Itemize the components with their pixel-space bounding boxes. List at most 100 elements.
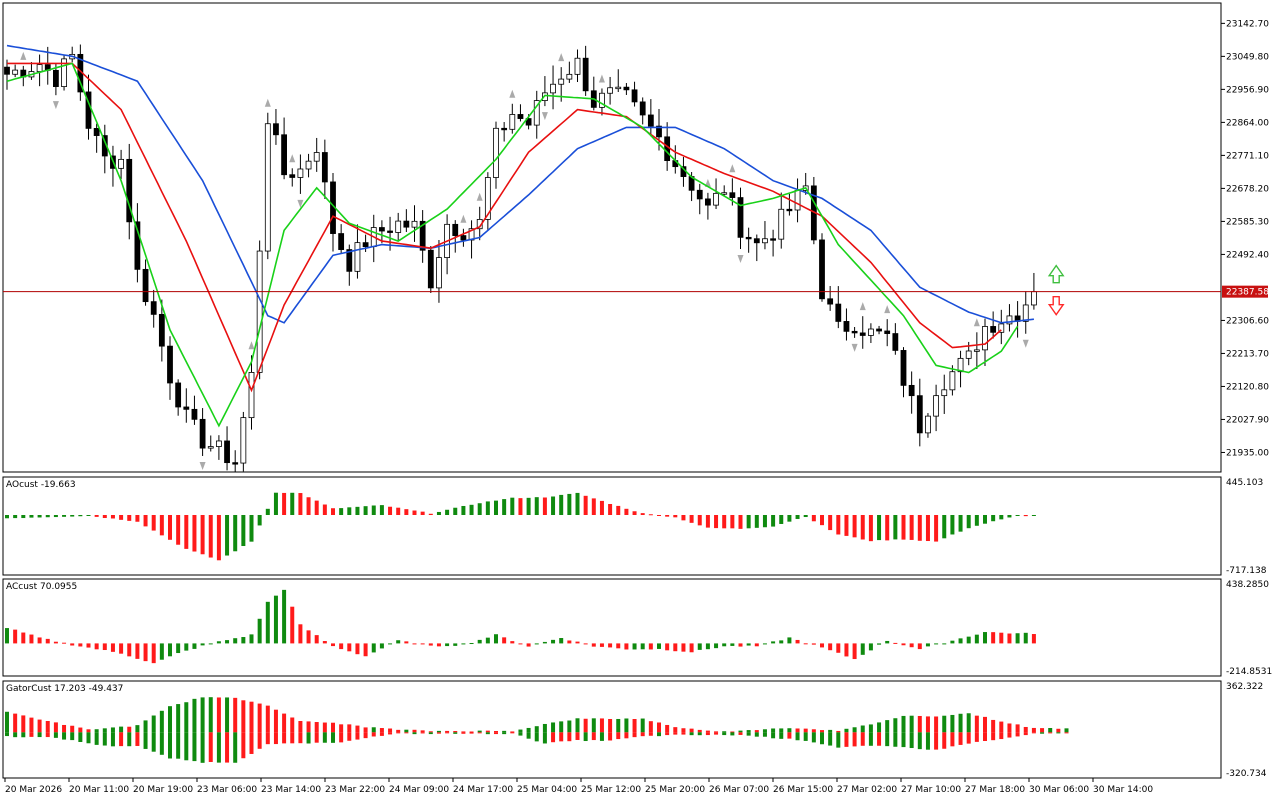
candle[interactable] — [215, 435, 222, 460]
candle[interactable] — [378, 220, 385, 244]
candle[interactable] — [615, 69, 622, 93]
candle[interactable] — [248, 341, 255, 430]
candle[interactable] — [419, 210, 426, 263]
candle[interactable] — [786, 193, 793, 216]
candle[interactable] — [509, 89, 516, 134]
candle[interactable] — [550, 65, 556, 110]
candle[interactable] — [427, 245, 434, 294]
candle[interactable] — [118, 149, 124, 180]
candle[interactable] — [827, 285, 834, 311]
candle[interactable] — [843, 308, 850, 341]
candle[interactable] — [631, 81, 638, 107]
ao-panel[interactable] — [2, 476, 1222, 576]
candle[interactable] — [696, 183, 703, 215]
candle[interactable] — [452, 220, 459, 253]
candle[interactable] — [517, 104, 524, 122]
candle[interactable] — [264, 98, 271, 260]
candle[interactable] — [167, 336, 173, 400]
candle[interactable] — [982, 318, 988, 366]
candle[interactable] — [321, 139, 328, 199]
candle[interactable] — [126, 143, 133, 240]
candle[interactable] — [680, 156, 687, 187]
candle[interactable] — [949, 365, 956, 396]
candle[interactable] — [990, 311, 997, 339]
candle[interactable] — [957, 350, 964, 388]
candle[interactable] — [305, 153, 312, 178]
candle[interactable] — [330, 172, 336, 252]
candle[interactable] — [533, 90, 540, 139]
candle[interactable] — [713, 178, 719, 210]
candle[interactable] — [101, 124, 108, 174]
candle[interactable] — [20, 51, 27, 87]
candle[interactable] — [574, 49, 581, 82]
buy-signal-arrow[interactable] — [1047, 264, 1065, 284]
candle[interactable] — [158, 299, 165, 362]
candle[interactable] — [289, 154, 296, 187]
candle[interactable] — [859, 302, 866, 349]
candle[interactable] — [142, 259, 149, 306]
candle[interactable] — [362, 234, 369, 253]
sell-signal-arrow[interactable] — [1047, 295, 1065, 316]
candle[interactable] — [175, 379, 182, 416]
candle[interactable] — [240, 411, 247, 472]
candle[interactable] — [36, 54, 43, 87]
candle[interactable] — [501, 122, 508, 142]
candle[interactable] — [395, 212, 402, 241]
candle[interactable] — [232, 450, 239, 473]
candle[interactable] — [460, 214, 467, 247]
candle[interactable] — [256, 240, 263, 380]
candle[interactable] — [908, 371, 915, 414]
candle[interactable] — [925, 413, 931, 438]
candle[interactable] — [61, 54, 67, 91]
candle[interactable] — [835, 286, 842, 329]
candle[interactable] — [476, 192, 483, 241]
candle[interactable] — [1022, 291, 1029, 348]
candle[interactable] — [998, 309, 1005, 345]
candle[interactable] — [12, 64, 19, 78]
candle[interactable] — [411, 205, 418, 242]
candle[interactable] — [745, 227, 752, 253]
candle[interactable] — [566, 61, 573, 83]
candle[interactable] — [916, 378, 923, 447]
candle[interactable] — [900, 347, 907, 398]
candle[interactable] — [493, 121, 499, 189]
candle[interactable] — [762, 221, 768, 250]
candle[interactable] — [753, 234, 760, 262]
candle[interactable] — [297, 154, 304, 208]
candle[interactable] — [819, 233, 825, 302]
candle[interactable] — [484, 172, 491, 230]
candle[interactable] — [647, 99, 654, 137]
candle[interactable] — [607, 76, 613, 105]
candle[interactable] — [436, 240, 442, 303]
candle[interactable] — [93, 123, 100, 153]
candle[interactable] — [183, 388, 190, 423]
candle[interactable] — [1006, 304, 1013, 332]
candle[interactable] — [941, 374, 948, 414]
main-price-panel[interactable] — [2, 2, 1222, 473]
candle[interactable] — [558, 53, 565, 102]
candle[interactable] — [778, 192, 785, 249]
candle[interactable] — [69, 46, 76, 63]
candle[interactable] — [541, 76, 548, 121]
candle[interactable] — [150, 289, 157, 328]
candle[interactable] — [973, 318, 980, 370]
candle[interactable] — [639, 97, 646, 125]
candle[interactable] — [590, 76, 597, 111]
candle[interactable] — [313, 137, 320, 172]
candle[interactable] — [884, 305, 891, 347]
candle[interactable] — [794, 178, 801, 223]
candle[interactable] — [876, 325, 882, 335]
candle[interactable] — [52, 63, 59, 110]
candle[interactable] — [354, 224, 361, 279]
candle[interactable] — [721, 185, 728, 197]
candle[interactable] — [403, 209, 410, 232]
ac-panel[interactable] — [2, 578, 1222, 677]
candle[interactable] — [191, 395, 198, 425]
candle[interactable] — [623, 83, 630, 95]
candle[interactable] — [224, 426, 230, 471]
candle[interactable] — [892, 323, 899, 355]
candle[interactable] — [770, 229, 776, 257]
candle[interactable] — [28, 62, 35, 80]
candle[interactable] — [4, 59, 10, 90]
